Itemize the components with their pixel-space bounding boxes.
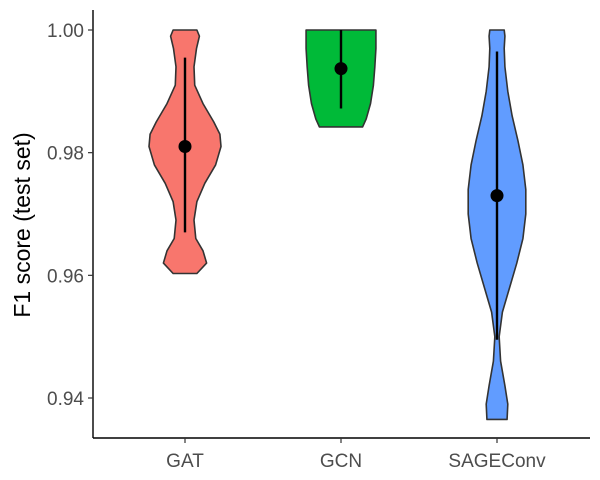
y-tick-label: 0.98 (47, 144, 84, 165)
mean-point-gcn (334, 62, 348, 76)
x-axis-ticks: GAT GCN SAGEConv (166, 438, 546, 472)
y-tick-label: 1.00 (47, 21, 84, 42)
y-axis-ticks: 0.94 0.96 0.98 1.00 (47, 21, 93, 410)
violins-layer (148, 29, 527, 421)
errorbars-layer (183, 30, 499, 340)
x-tick-label: GAT (166, 451, 204, 472)
x-tick-label: GCN (320, 451, 362, 472)
y-tick-label: 0.94 (47, 389, 84, 410)
means-layer (178, 62, 504, 203)
y-tick-label: 0.96 (47, 266, 84, 287)
mean-point-sageconv (490, 189, 504, 203)
x-tick-label: SAGEConv (448, 451, 546, 472)
mean-point-gat (178, 140, 192, 154)
y-axis-title: F1 score (test set) (9, 132, 35, 317)
